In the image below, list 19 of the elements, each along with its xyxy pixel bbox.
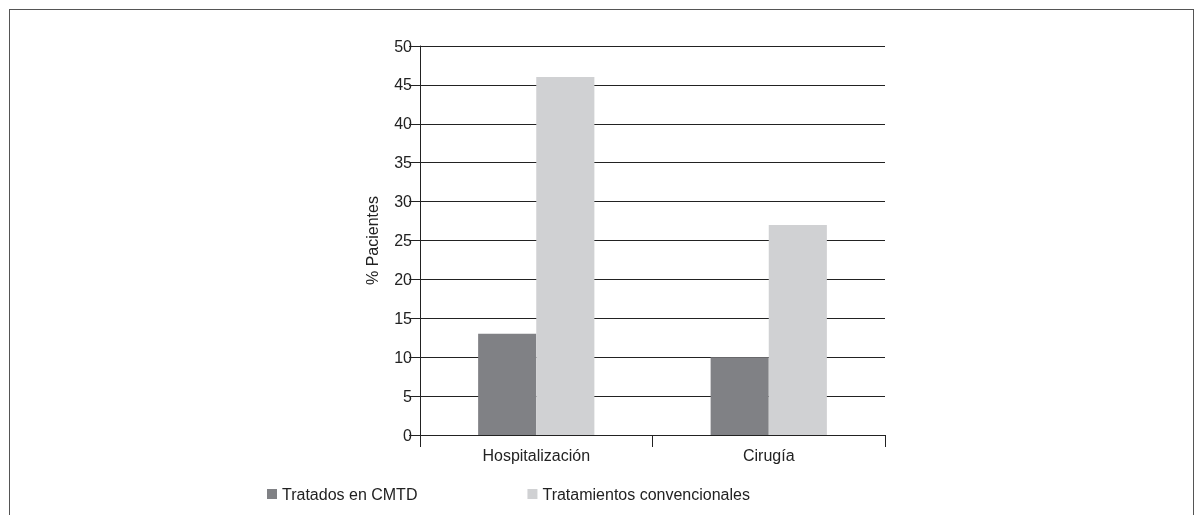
y-tick-label: 45: [394, 76, 413, 94]
y-tick-label: 25: [394, 232, 413, 249]
y-axis-title: % Pacientes: [363, 196, 381, 285]
legend-label: Tratamientos convencionales: [542, 485, 750, 503]
y-tick-label: 50: [394, 37, 413, 55]
y-tick-label: 10: [394, 348, 413, 366]
bar: [478, 333, 537, 435]
x-tick-label: Cirugía: [742, 446, 795, 464]
legend-label: Tratados en CMTD: [282, 485, 418, 503]
y-tick-label: 20: [394, 270, 413, 288]
bar: [710, 357, 769, 435]
y-tick-label: 35: [394, 154, 413, 172]
y-tick-label: 30: [394, 193, 413, 211]
y-tick-label: 15: [394, 309, 413, 327]
bar: [768, 224, 827, 435]
y-tick-label: 0: [403, 426, 413, 444]
bar: [536, 77, 595, 435]
x-tick-label: Hospitalización: [482, 446, 591, 464]
y-tick-label: 40: [394, 115, 413, 133]
